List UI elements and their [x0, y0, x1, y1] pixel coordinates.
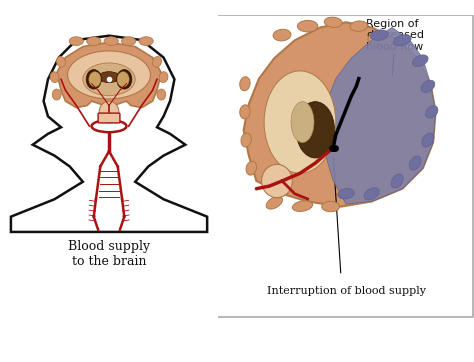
- Ellipse shape: [338, 189, 354, 199]
- Ellipse shape: [246, 161, 256, 175]
- Ellipse shape: [409, 156, 421, 170]
- Text: Blood supply
to the brain: Blood supply to the brain: [68, 240, 150, 268]
- Text: Interruption of blood supply: Interruption of blood supply: [266, 286, 426, 296]
- Ellipse shape: [291, 102, 314, 143]
- Ellipse shape: [99, 101, 119, 123]
- Ellipse shape: [86, 70, 101, 89]
- Ellipse shape: [50, 72, 59, 83]
- Ellipse shape: [159, 72, 168, 83]
- Ellipse shape: [297, 20, 318, 32]
- Ellipse shape: [292, 201, 313, 211]
- Ellipse shape: [350, 21, 368, 31]
- Ellipse shape: [391, 174, 403, 188]
- Ellipse shape: [368, 31, 385, 44]
- Ellipse shape: [262, 164, 292, 198]
- Polygon shape: [244, 22, 436, 207]
- Ellipse shape: [87, 37, 101, 46]
- Polygon shape: [57, 42, 161, 108]
- Ellipse shape: [324, 17, 342, 28]
- Ellipse shape: [121, 37, 136, 46]
- Ellipse shape: [117, 72, 129, 87]
- Ellipse shape: [393, 35, 411, 46]
- Ellipse shape: [421, 80, 435, 92]
- Ellipse shape: [296, 102, 335, 158]
- Ellipse shape: [153, 56, 162, 67]
- Ellipse shape: [364, 188, 379, 200]
- Ellipse shape: [322, 202, 340, 212]
- Text: www.alamy.com: www.alamy.com: [397, 352, 436, 357]
- Ellipse shape: [240, 105, 250, 119]
- Ellipse shape: [83, 63, 135, 96]
- Polygon shape: [320, 28, 436, 204]
- Ellipse shape: [426, 106, 438, 118]
- Ellipse shape: [98, 72, 120, 83]
- Ellipse shape: [422, 133, 434, 147]
- Ellipse shape: [157, 89, 166, 100]
- Text: Image ID: ADTWW3: Image ID: ADTWW3: [388, 342, 436, 347]
- Ellipse shape: [56, 56, 65, 67]
- Text: Region of
decreased
blood flow: Region of decreased blood flow: [366, 18, 425, 76]
- FancyBboxPatch shape: [211, 14, 473, 317]
- Ellipse shape: [52, 89, 61, 100]
- Ellipse shape: [264, 71, 336, 173]
- FancyBboxPatch shape: [98, 113, 120, 123]
- Ellipse shape: [240, 77, 250, 91]
- Text: alamy: alamy: [19, 344, 56, 354]
- Polygon shape: [11, 36, 207, 232]
- Ellipse shape: [89, 72, 101, 87]
- Ellipse shape: [266, 197, 283, 209]
- Ellipse shape: [139, 37, 153, 46]
- Ellipse shape: [104, 37, 118, 46]
- Ellipse shape: [241, 133, 251, 147]
- Ellipse shape: [412, 55, 428, 67]
- Ellipse shape: [273, 29, 291, 41]
- Ellipse shape: [69, 37, 83, 46]
- Ellipse shape: [68, 51, 150, 99]
- Ellipse shape: [117, 70, 132, 89]
- Ellipse shape: [370, 30, 388, 41]
